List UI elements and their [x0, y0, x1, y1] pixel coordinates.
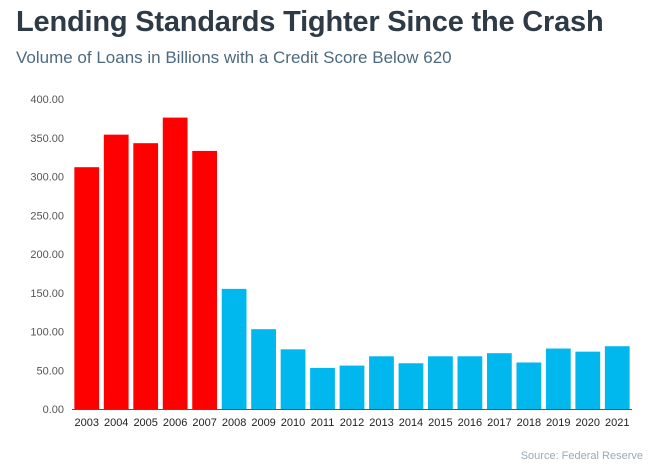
x-tick-label: 2018 [517, 417, 541, 429]
y-tick-label: 150.00 [30, 288, 64, 300]
x-tick-label: 2016 [458, 417, 482, 429]
x-tick-label: 2006 [163, 417, 187, 429]
bar-2012 [339, 365, 365, 409]
y-tick-label: 0.00 [43, 404, 64, 416]
x-tick-label: 2003 [74, 417, 98, 429]
bar-2020 [575, 351, 601, 409]
x-tick-label: 2019 [546, 417, 570, 429]
x-tick-label: 2020 [576, 417, 600, 429]
x-tick-label: 2013 [369, 417, 393, 429]
bar-2015 [428, 356, 453, 409]
bar-2016 [457, 356, 483, 409]
x-tick-label: 2004 [104, 417, 128, 429]
chart-subtitle: Volume of Loans in Billions with a Credi… [16, 48, 452, 67]
x-tick-label: 2014 [399, 417, 423, 429]
x-tick-label: 2021 [605, 417, 629, 429]
x-tick-label: 2008 [222, 417, 246, 429]
x-tick-label: 2005 [133, 417, 157, 429]
y-tick-label: 250.00 [30, 210, 64, 222]
bar-2019 [545, 348, 571, 409]
y-tick-label: 350.00 [30, 133, 64, 145]
bar-2013 [369, 356, 394, 409]
x-tick-label: 2010 [281, 417, 305, 429]
x-tick-label: 2009 [251, 417, 275, 429]
bar-2003 [74, 167, 100, 409]
x-tick-label: 2011 [311, 417, 335, 429]
x-tick-label: 2015 [428, 417, 452, 429]
y-tick-label: 100.00 [30, 327, 64, 339]
x-tick-label: 2012 [340, 417, 364, 429]
bar-2005 [133, 143, 159, 409]
y-tick-label: 50.00 [36, 365, 64, 377]
bar-2017 [486, 353, 512, 409]
y-axis: 0.00 50.00 100.00 150.00 200.00 250.00 300.00 3… [30, 94, 64, 416]
x-tick-label: 2017 [487, 417, 511, 429]
bar-2014 [398, 363, 424, 409]
y-tick-label: 400.00 [30, 94, 64, 106]
x-axis: 2003 2004 2005 2006 2007 2008 2009 2010 2011 2012… [72, 409, 632, 429]
bar-2004 [103, 134, 129, 409]
bars [74, 117, 630, 410]
y-tick-label: 200.00 [30, 249, 64, 261]
bar-2011 [310, 367, 335, 409]
y-tick-label: 300.00 [30, 172, 64, 184]
bar-2010 [280, 349, 306, 409]
bar-2021 [604, 346, 630, 409]
bar-2006 [162, 117, 188, 409]
bar-2009 [251, 329, 276, 409]
bar-2007 [192, 150, 218, 409]
bar-2018 [516, 362, 542, 409]
source-note: Source: Federal Reserve [520, 450, 643, 462]
chart-title: Lending Standards Tighter Since the Cras… [16, 6, 604, 38]
x-tick-label: 2007 [192, 417, 216, 429]
bar-2008 [221, 288, 247, 410]
